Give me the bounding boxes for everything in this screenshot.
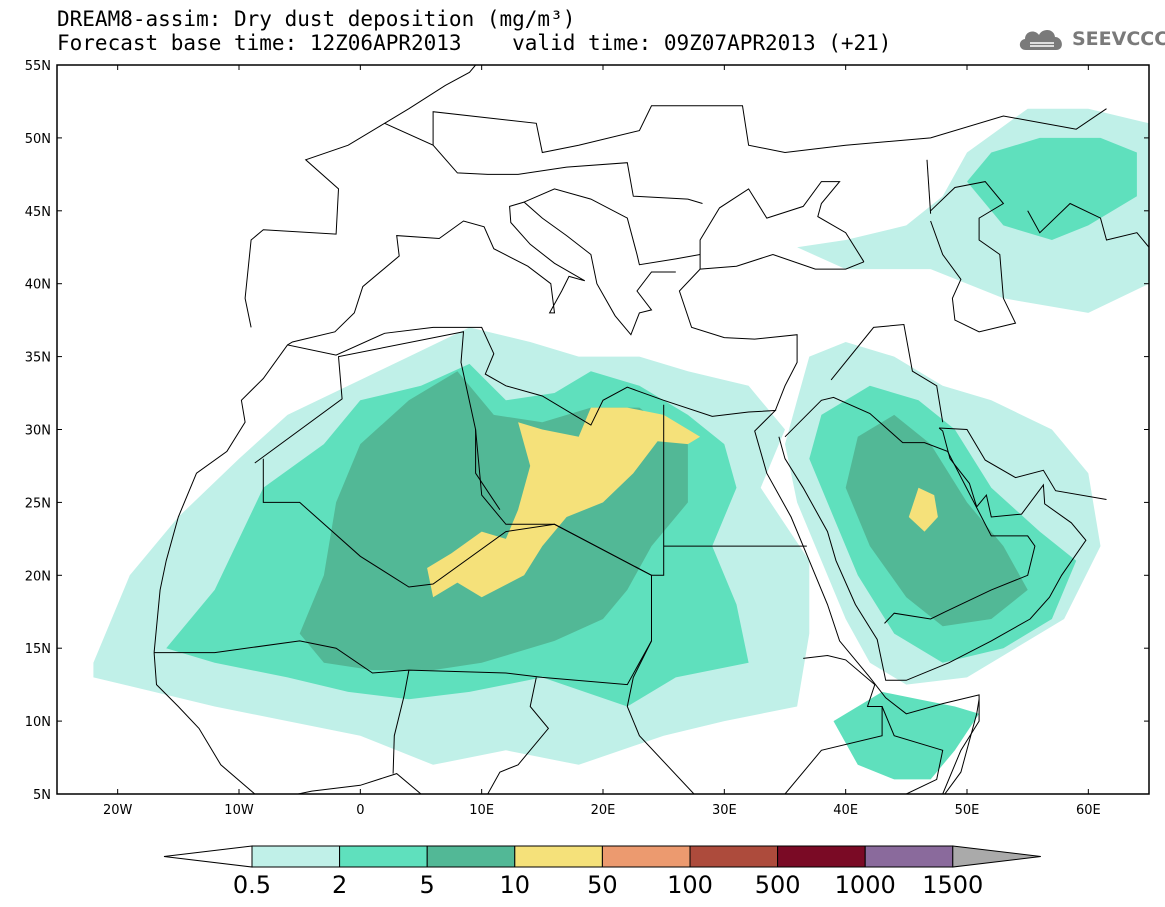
- lat-label: 5N: [33, 788, 51, 803]
- lat-label: 30N: [25, 424, 51, 439]
- colorbar-label: 5: [420, 871, 435, 899]
- outline-border-cameroon: [487, 677, 550, 794]
- outline-europe-south: [244, 65, 476, 328]
- lat-label: 25N: [25, 496, 51, 511]
- colorbar-swatch-50: [601, 845, 691, 868]
- outline-border-arabia: [784, 396, 1036, 624]
- outline-caspian: [930, 181, 1017, 333]
- outline-levant-turkey: [678, 253, 865, 411]
- colorbar-swatch-2: [339, 845, 428, 868]
- seevccc-logo: SEEVCCC: [1016, 24, 1165, 54]
- outline-border-horn: [881, 706, 944, 794]
- colorbar-low-triangle: [163, 845, 253, 868]
- lat-label: 40N: [25, 278, 51, 293]
- dust-region-arabia-max: [908, 487, 938, 532]
- colorbar-swatch-1000: [864, 845, 954, 868]
- outline-border-ethiopia: [784, 654, 883, 794]
- colorbar-swatch-5: [426, 845, 516, 868]
- colorbar-swatch-100: [689, 845, 779, 868]
- colorbar-high-triangle: [952, 845, 1041, 868]
- colorbar-label: 500: [755, 871, 801, 899]
- dust-region-libya-chad-max: [427, 407, 701, 598]
- lat-label: 45N: [25, 205, 51, 220]
- lon-label: 0: [356, 803, 364, 818]
- lon-label: 30E: [712, 803, 737, 818]
- forecast-time-line: Forecast base time: 12Z06APR2013 valid t…: [57, 31, 892, 55]
- colorbar-legend: 0.5 2 5 10 50 100 500 1000 1500: [163, 845, 1041, 899]
- cloud-logo-icon: [1019, 29, 1062, 50]
- outline-black-sea: [699, 181, 865, 270]
- outline-border-iraq-iran: [830, 323, 944, 423]
- outline-iberia-med: [287, 201, 676, 346]
- lat-label: 35N: [25, 351, 51, 366]
- outline-africa-coast: [153, 326, 980, 794]
- outline-border-europe: [384, 122, 703, 204]
- coastlines-borders: [153, 65, 1149, 794]
- outline-border-chad-sudan: [626, 640, 785, 794]
- lon-label: 10E: [469, 803, 494, 818]
- logo-text: SEEVCCC: [1072, 28, 1165, 50]
- outline-iran-coast: [939, 427, 1107, 500]
- lon-label: 60E: [1076, 803, 1101, 818]
- colorbar-label: 100: [667, 871, 713, 899]
- lon-label: 50E: [955, 803, 980, 818]
- dust-region-arabia-inner: [845, 414, 1028, 627]
- colorbar-swatch-0.5: [251, 845, 341, 868]
- lat-label: 10N: [25, 715, 51, 730]
- lon-label: 40E: [833, 803, 858, 818]
- outline-border-algeria: [254, 331, 501, 510]
- outline-border-central: [432, 105, 1107, 154]
- dust-region-horn-africa: [833, 691, 980, 780]
- lon-label: 20W: [103, 803, 133, 818]
- latitude-axis: 55N 50N 45N 40N 35N 30N 25N 20N 15N 10N 5N: [25, 59, 1149, 803]
- colorbar-label: 0.5: [233, 871, 271, 899]
- colorbar-label: 1500: [922, 871, 983, 899]
- lon-label: 10W: [224, 803, 254, 818]
- dust-region-caspian-mid: [967, 137, 1137, 240]
- lat-label: 50N: [25, 132, 51, 147]
- lat-label: 55N: [25, 59, 51, 74]
- longitude-axis: 20W 10W 0 10E 20E 30E 40E 50E 60E: [103, 65, 1101, 818]
- map-title: DREAM8-assim: Dry dust deposition (mg/m³…: [57, 7, 576, 31]
- colorbar-label: 1000: [835, 871, 896, 899]
- outline-border-libya: [475, 404, 665, 576]
- lat-label: 20N: [25, 569, 51, 584]
- outline-border-nigeria: [392, 670, 410, 774]
- colorbar-label: 50: [587, 871, 618, 899]
- outline-horn-coast: [944, 699, 980, 794]
- colorbar-swatch-500: [777, 845, 866, 868]
- colorbar-swatch-10: [514, 845, 603, 868]
- outline-arabia-coast: [778, 427, 1087, 681]
- dust-deposition-layer: [93, 108, 1149, 780]
- lat-label: 15N: [25, 642, 51, 657]
- outline-west-africa-coast: [153, 652, 422, 794]
- colorbar-label: 2: [332, 871, 347, 899]
- outline-border-central-asia: [1027, 202, 1149, 248]
- outline-border-balkans: [523, 188, 701, 266]
- colorbar-label: 10: [500, 871, 531, 899]
- outline-border-kazakh: [926, 159, 932, 214]
- lon-label: 20E: [591, 803, 616, 818]
